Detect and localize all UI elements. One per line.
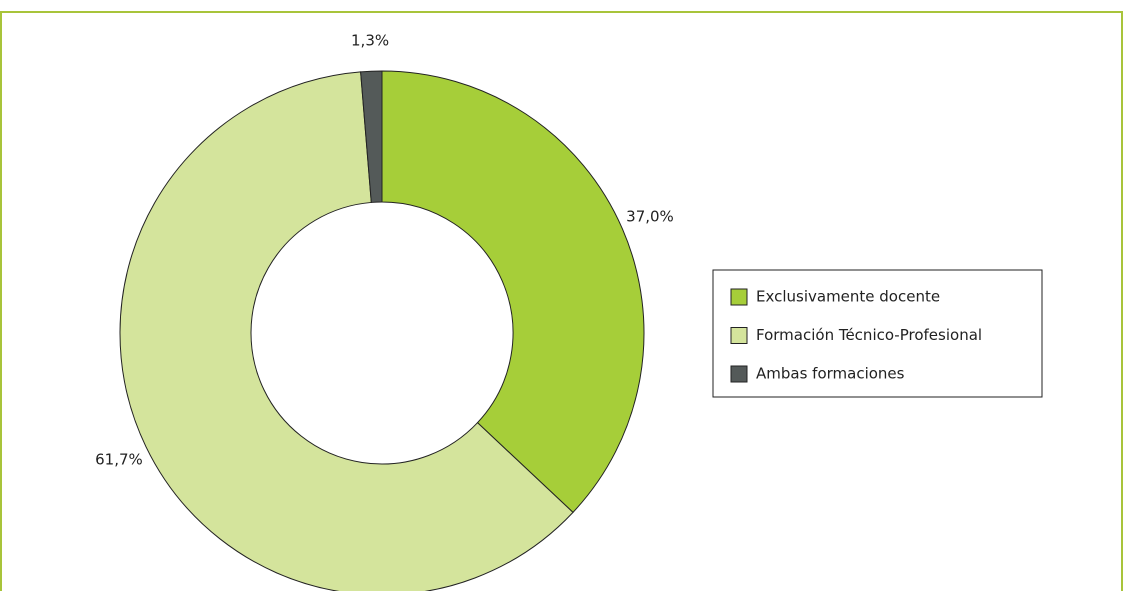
data-label: 37,0% — [626, 208, 674, 226]
donut-segment — [360, 70, 383, 203]
data-label: 61,7% — [95, 450, 143, 468]
legend-label: Formación Técnico-Profesional — [756, 326, 982, 344]
legend-swatch — [730, 365, 748, 383]
data-label: 1,3% — [351, 32, 389, 50]
donut-segment — [119, 71, 574, 591]
legend-box — [712, 269, 1043, 398]
donut-segment — [381, 70, 645, 514]
frame — [0, 11, 1123, 591]
legend-swatch — [730, 327, 748, 344]
legend-swatch — [730, 288, 748, 306]
legend-label: Ambas formaciones — [756, 365, 905, 383]
legend-label: Exclusivamente docente — [756, 288, 940, 306]
